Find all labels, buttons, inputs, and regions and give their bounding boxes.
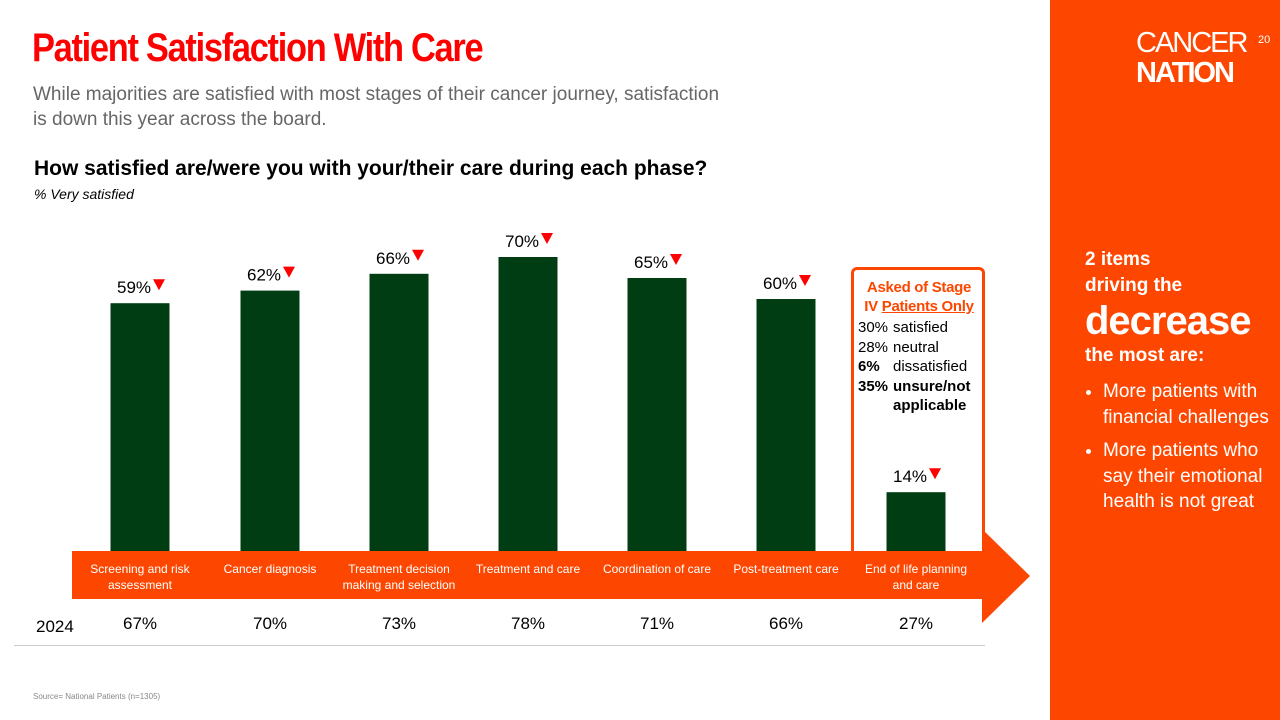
bar-value-label: 70% [505, 232, 539, 251]
bar-value-label: 59% [117, 278, 151, 297]
bar-chart: 59% Screening and risk assessment 67% 62% Can… [36, 232, 1030, 636]
bar-value-label: 65% [634, 253, 668, 272]
category-label: Coordination of care [603, 562, 711, 576]
divider [14, 645, 985, 646]
page-title: Patient Satisfaction With Care [32, 26, 484, 70]
stage-iv-callout-box [851, 267, 985, 554]
bar [110, 303, 170, 551]
comparison-value: 66% [769, 614, 803, 633]
comparison-value: 71% [640, 614, 674, 633]
comparison-value: 67% [123, 614, 157, 633]
category-label: End of life planning [865, 562, 967, 576]
category-label: Post-treatment care [733, 562, 839, 576]
drivers-list: More patients with financial challenges … [1085, 379, 1270, 515]
comparison-value: 78% [511, 614, 545, 633]
bar [498, 257, 558, 551]
chart-subtitle: % Very satisfied [34, 186, 134, 202]
callout-heading-line2a: IV [864, 298, 882, 315]
drivers-line2: driving the [1085, 275, 1183, 296]
driver-item: More patients with financial challenges [1103, 379, 1270, 430]
callout-list: 30% satisfied 28% neutral 6% dissatisfied 3… [858, 318, 977, 416]
subtitle: While majorities are satisfied with most… [33, 84, 720, 130]
comparison-value: 27% [899, 614, 933, 633]
callout-heading-line1: Asked of Stage [866, 279, 972, 296]
down-arrow-icon [929, 468, 941, 480]
drivers-big: decrease [1085, 299, 1251, 343]
category-label: making and selection [343, 578, 456, 592]
down-arrow-icon [283, 266, 295, 278]
callout-row: 30% satisfied [858, 319, 949, 336]
category-label: Treatment and care [476, 562, 581, 576]
category-label: assessment [108, 578, 173, 592]
down-arrow-icon [541, 233, 553, 244]
cancer-nation-logo: CANCER NATION [1136, 27, 1248, 89]
comparison-value: 73% [382, 614, 416, 633]
comparison-value: 70% [253, 614, 287, 633]
down-arrow-icon [799, 275, 811, 286]
driver-item: More patients who say their emotional he… [1103, 438, 1270, 515]
logo-line2: NATION [1136, 57, 1235, 89]
callout-row: 28% neutral [858, 338, 939, 356]
page-number: 20 [1258, 34, 1271, 46]
bar [756, 299, 816, 551]
down-arrow-icon [153, 279, 165, 291]
drivers-line1: 2 items [1085, 249, 1151, 270]
category-label: Treatment decision [348, 562, 450, 576]
callout-row: 35% unsure/not applicable [858, 377, 971, 415]
callout-heading-line2b: Patients Only [881, 298, 974, 315]
side-panel [1050, 0, 1280, 720]
bar [240, 290, 300, 551]
timeline-arrow [72, 529, 1030, 623]
drivers-callout: 2 items driving the decrease the most ar… [1085, 247, 1270, 523]
bar-value-label: 14% [893, 467, 927, 486]
bar-value-label: 66% [376, 249, 410, 268]
category-label: and care [893, 578, 940, 592]
down-arrow-icon [670, 254, 682, 265]
bar [886, 492, 946, 551]
chart-question: How satisfied are/were you with your/the… [34, 157, 708, 180]
down-arrow-icon [412, 249, 424, 261]
logo-line1: CANCER [1136, 27, 1248, 59]
category-label: Cancer diagnosis [224, 562, 317, 576]
bar [627, 278, 687, 551]
comparison-year-label: 2024 [36, 617, 74, 636]
callout-row: 6% dissatisfied [858, 358, 968, 375]
bar-value-label: 60% [763, 274, 797, 293]
callout-heading: Asked of Stage IV Patients Only [852, 278, 986, 316]
drivers-line3: the most are: [1085, 345, 1205, 366]
bar-value-label: 62% [247, 266, 281, 285]
source-note: Source= National Patients (n=1305) [33, 692, 161, 701]
category-label: Screening and risk [90, 562, 190, 576]
bar [369, 273, 429, 551]
